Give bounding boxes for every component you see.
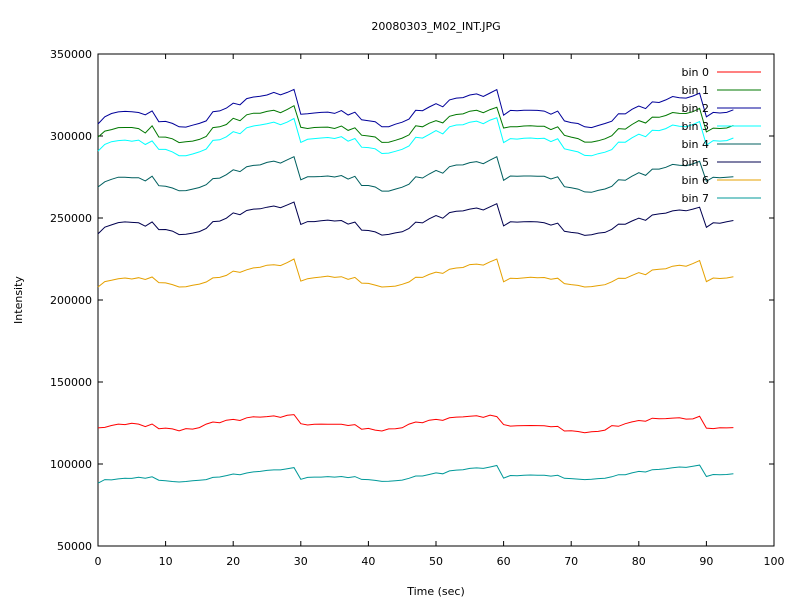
x-tick-label: 70 xyxy=(564,555,578,568)
chart-title: 20080303_M02_INT.JPG xyxy=(371,20,500,33)
legend-label-bin-7: bin 7 xyxy=(681,192,709,205)
legend-label-bin-1: bin 1 xyxy=(681,84,709,97)
x-tick-label: 40 xyxy=(361,555,375,568)
legend-label-bin-3: bin 3 xyxy=(681,120,709,133)
legend-label-bin-0: bin 0 xyxy=(681,66,709,79)
series-line-bin-7 xyxy=(97,464,734,484)
y-axis-label: Intensity xyxy=(12,276,25,324)
y-tick-label: 250000 xyxy=(50,212,92,225)
legend-label-bin-4: bin 4 xyxy=(681,138,709,151)
x-tick-label: 90 xyxy=(699,555,713,568)
axis-ticks: 0 10 20 30 40 50 60 70 80 90 100 50000 100000 150000 2… xyxy=(50,48,785,568)
series-line-bin-2 xyxy=(97,88,734,129)
legend-label-bin-6: bin 6 xyxy=(681,174,709,187)
x-tick-label: 80 xyxy=(632,555,646,568)
y-tick-label: 50000 xyxy=(57,540,92,553)
x-tick-label: 20 xyxy=(226,555,240,568)
legend-label-bin-2: bin 2 xyxy=(681,102,709,115)
x-tick-label: 50 xyxy=(429,555,443,568)
legend-label-bin-5: bin 5 xyxy=(681,156,709,169)
series-line-bin-1 xyxy=(97,104,734,144)
x-tick-label: 0 xyxy=(95,555,102,568)
y-tick-label: 200000 xyxy=(50,294,92,307)
y-tick-label: 300000 xyxy=(50,130,92,143)
x-tick-label: 60 xyxy=(497,555,511,568)
series-line-bin-5 xyxy=(97,201,734,236)
series-lines xyxy=(97,88,734,484)
series-line-bin-0 xyxy=(97,414,734,434)
x-axis-label: Time (sec) xyxy=(406,585,465,598)
legend: bin 0 bin 1 bin 2 bin 3 bin 4 bin 5 bin 6 bin 7 xyxy=(681,66,761,205)
series-line-bin-3 xyxy=(97,117,734,157)
series-line-bin-6 xyxy=(97,258,734,288)
x-tick-label: 100 xyxy=(764,555,785,568)
y-tick-label: 150000 xyxy=(50,376,92,389)
y-tick-label: 350000 xyxy=(50,48,92,61)
series-line-bin-4 xyxy=(97,155,734,193)
x-tick-label: 10 xyxy=(159,555,173,568)
x-tick-label: 30 xyxy=(294,555,308,568)
y-tick-label: 100000 xyxy=(50,458,92,471)
